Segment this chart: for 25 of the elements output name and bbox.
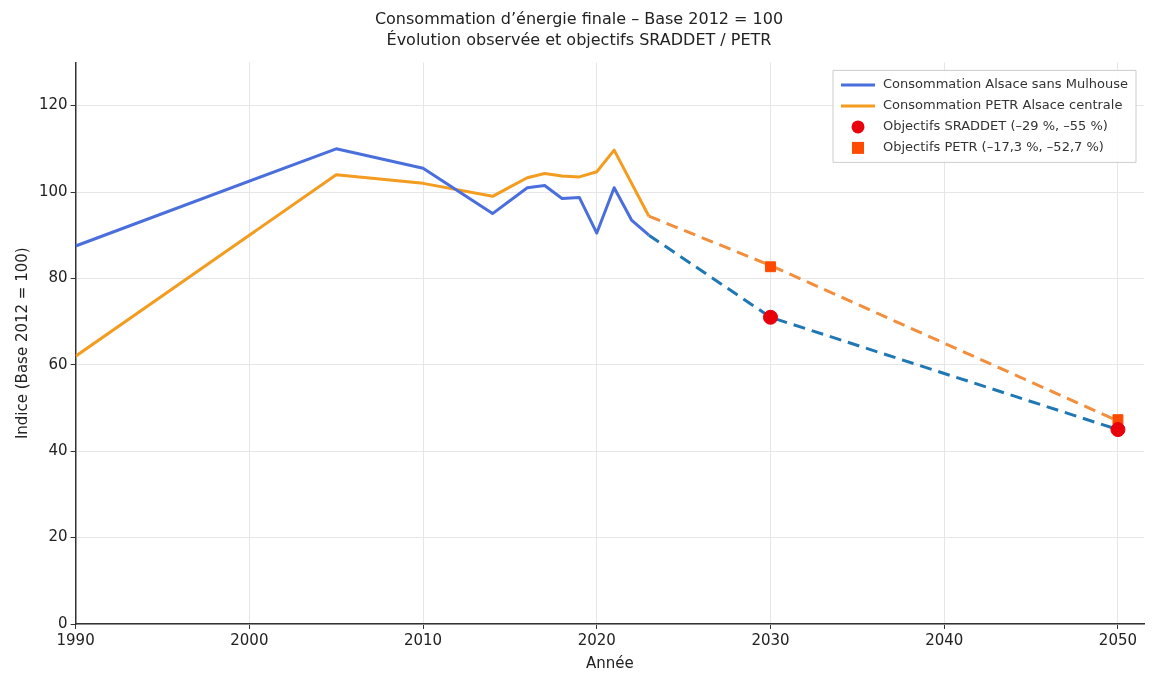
chart-subtitle: Évolution observée et objectifs SRADDET / PETR	[386, 29, 772, 49]
y-tick-label: 0	[58, 613, 68, 632]
y-tick-label: 60	[48, 354, 68, 373]
x-tick-label: 2050	[1098, 630, 1138, 649]
legend-label: Objectifs SRADDET (–29 %, –55 %)	[883, 118, 1108, 134]
y-tick-label: 120	[38, 95, 68, 114]
y-tick-label: 20	[48, 527, 68, 546]
legend-label: Consommation PETR Alsace centrale	[883, 97, 1123, 113]
x-tick-label: 2000	[230, 630, 269, 649]
x-tick-label: 2030	[751, 630, 790, 649]
legend-label: Consommation Alsace sans Mulhouse	[883, 76, 1129, 92]
y-axis-title: Indice (Base 2012 = 100)	[12, 247, 31, 440]
chart-title: Consommation d’énergie finale – Base 2012 = 100	[374, 8, 784, 28]
x-axis-title: Année	[585, 653, 634, 672]
y-tick-label: 100	[38, 181, 68, 200]
point	[1110, 422, 1126, 438]
x-tick-label: 2020	[577, 630, 616, 649]
y-tick-label: 40	[48, 441, 68, 460]
x-tick-label: 2010	[403, 630, 443, 649]
y-tick-label: 80	[48, 268, 68, 287]
point	[763, 309, 779, 325]
x-tick-label: 2040	[925, 630, 964, 649]
legend-label: Objectifs PETR (–17,3 %, –52,7 %)	[883, 139, 1104, 155]
x-tick-label: 1990	[56, 630, 95, 649]
point	[765, 261, 776, 273]
